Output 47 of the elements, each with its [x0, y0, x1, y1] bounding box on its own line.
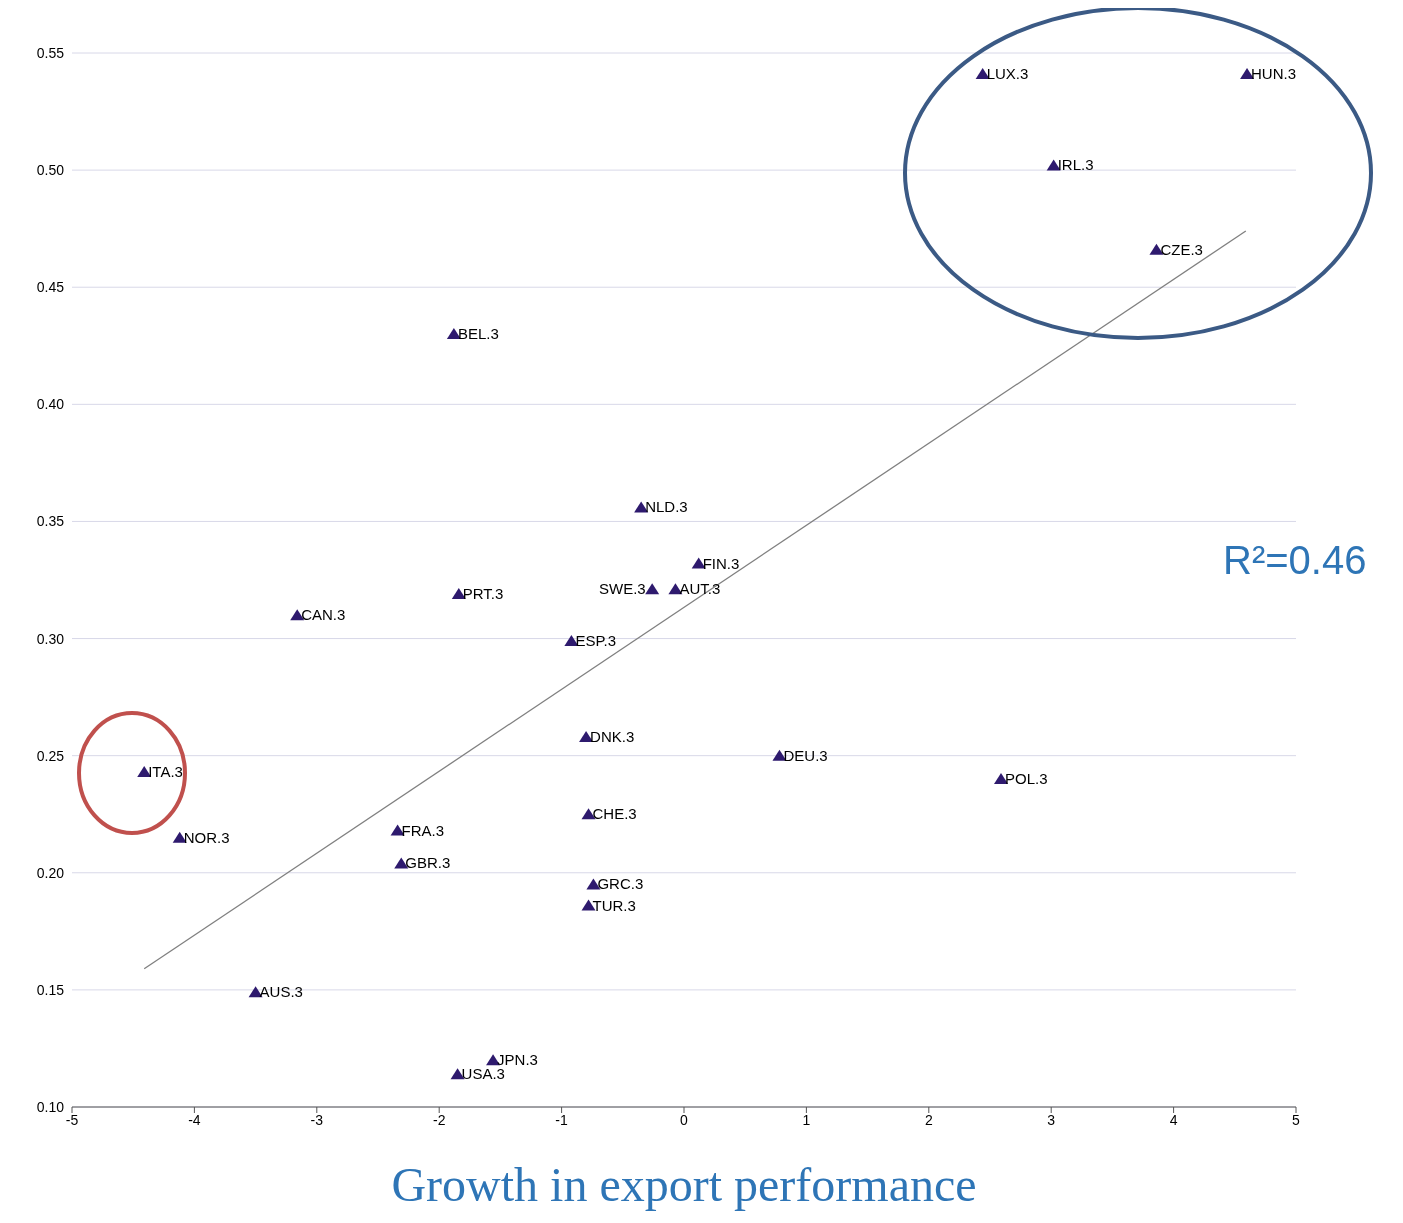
x-tick-label: -3 — [310, 1111, 324, 1128]
y-tick-label: 0.10 — [36, 1098, 65, 1115]
point — [645, 583, 660, 595]
data-label: TUR.3 — [592, 896, 636, 914]
x-tick-label: 1 — [802, 1111, 811, 1128]
y-tick-label: 0.30 — [36, 630, 65, 647]
data-label: SWE.3 — [598, 580, 646, 598]
data-label: NLD.3 — [645, 498, 688, 516]
x-tick-label: 3 — [1047, 1111, 1056, 1128]
x-tick-label: 4 — [1169, 1111, 1178, 1128]
x-tick-label: 5 — [1292, 1111, 1301, 1128]
data-label: FRA.3 — [401, 821, 445, 839]
y-tick-label: 0.40 — [36, 396, 65, 413]
x-tick-label: -2 — [432, 1111, 446, 1128]
annotation: R²=0.46 — [1223, 538, 1367, 583]
x-tick-label: -4 — [188, 1111, 201, 1128]
data-label: FIN.3 — [702, 554, 740, 572]
data-label: CHE.3 — [592, 805, 637, 823]
y-tick-label: 0.25 — [36, 747, 65, 764]
data-label: GRC.3 — [597, 875, 644, 893]
data-label: ITA.3 — [148, 763, 183, 781]
data-label: CZE.3 — [1160, 240, 1203, 258]
y-tick-label: 0.15 — [36, 981, 65, 998]
y-tick-label: 0.55 — [36, 44, 65, 61]
data-label: LUX.3 — [986, 65, 1029, 83]
x-tick-label: -1 — [555, 1111, 569, 1128]
data-label: AUT.3 — [679, 580, 721, 598]
data-label: CAN.3 — [301, 606, 346, 624]
x-tick-label: -5 — [65, 1111, 79, 1128]
data-label: PRT.3 — [462, 585, 504, 603]
data-label: BEL.3 — [457, 325, 499, 343]
x-tick-label: 0 — [680, 1111, 689, 1128]
y-tick-label: 0.50 — [36, 162, 65, 179]
data-label: DEU.3 — [783, 746, 828, 764]
y-tick-label: 0.35 — [36, 513, 65, 530]
data-label: HUN.3 — [1251, 65, 1297, 83]
x-axis-title: Growth in export performance — [391, 1158, 977, 1211]
data-label: DNK.3 — [590, 727, 635, 745]
x-tick-label: 2 — [924, 1111, 933, 1128]
data-label: POL.3 — [1005, 770, 1048, 788]
data-label: ESP.3 — [575, 631, 616, 649]
y-tick-label: 0.20 — [36, 864, 65, 881]
y-tick-label: 0.45 — [36, 279, 65, 296]
data-label: AUS.3 — [259, 983, 303, 1001]
data-label: GBR.3 — [405, 854, 451, 872]
data-label: NOR.3 — [183, 828, 230, 846]
data-label: IRL.3 — [1057, 156, 1094, 174]
